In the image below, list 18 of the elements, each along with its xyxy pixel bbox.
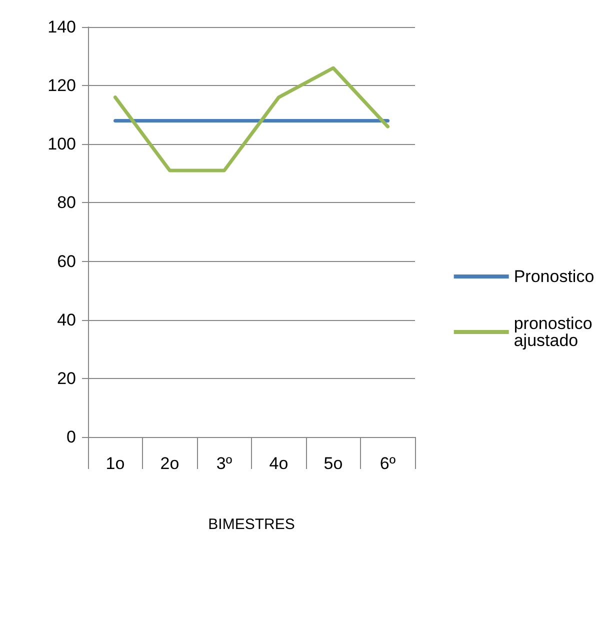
- y-tick-label: 120: [48, 76, 76, 96]
- x-tick-label: 4o: [269, 454, 288, 473]
- x-axis-title: BIMESTRES: [208, 516, 295, 533]
- legend-label: pronostico ajustado: [514, 314, 598, 350]
- y-tick-label: 20: [57, 368, 76, 388]
- x-tick-label: 1o: [106, 454, 125, 473]
- x-tick-label: 3º: [216, 454, 232, 473]
- y-tick-label: 80: [57, 193, 76, 212]
- x-tick-label: 2o: [160, 454, 180, 473]
- y-tick-label: 60: [57, 252, 76, 271]
- y-tick-label: 40: [57, 310, 76, 330]
- line-series: [114, 66, 390, 172]
- y-tick-label: 0: [66, 428, 76, 446]
- y-tick-label: 100: [48, 134, 76, 154]
- y-tick-label: 140: [48, 18, 76, 36]
- x-tick-label: 6º: [380, 454, 396, 473]
- legend-label: Pronostico: [514, 267, 594, 286]
- x-tick-label: 5o: [324, 454, 343, 473]
